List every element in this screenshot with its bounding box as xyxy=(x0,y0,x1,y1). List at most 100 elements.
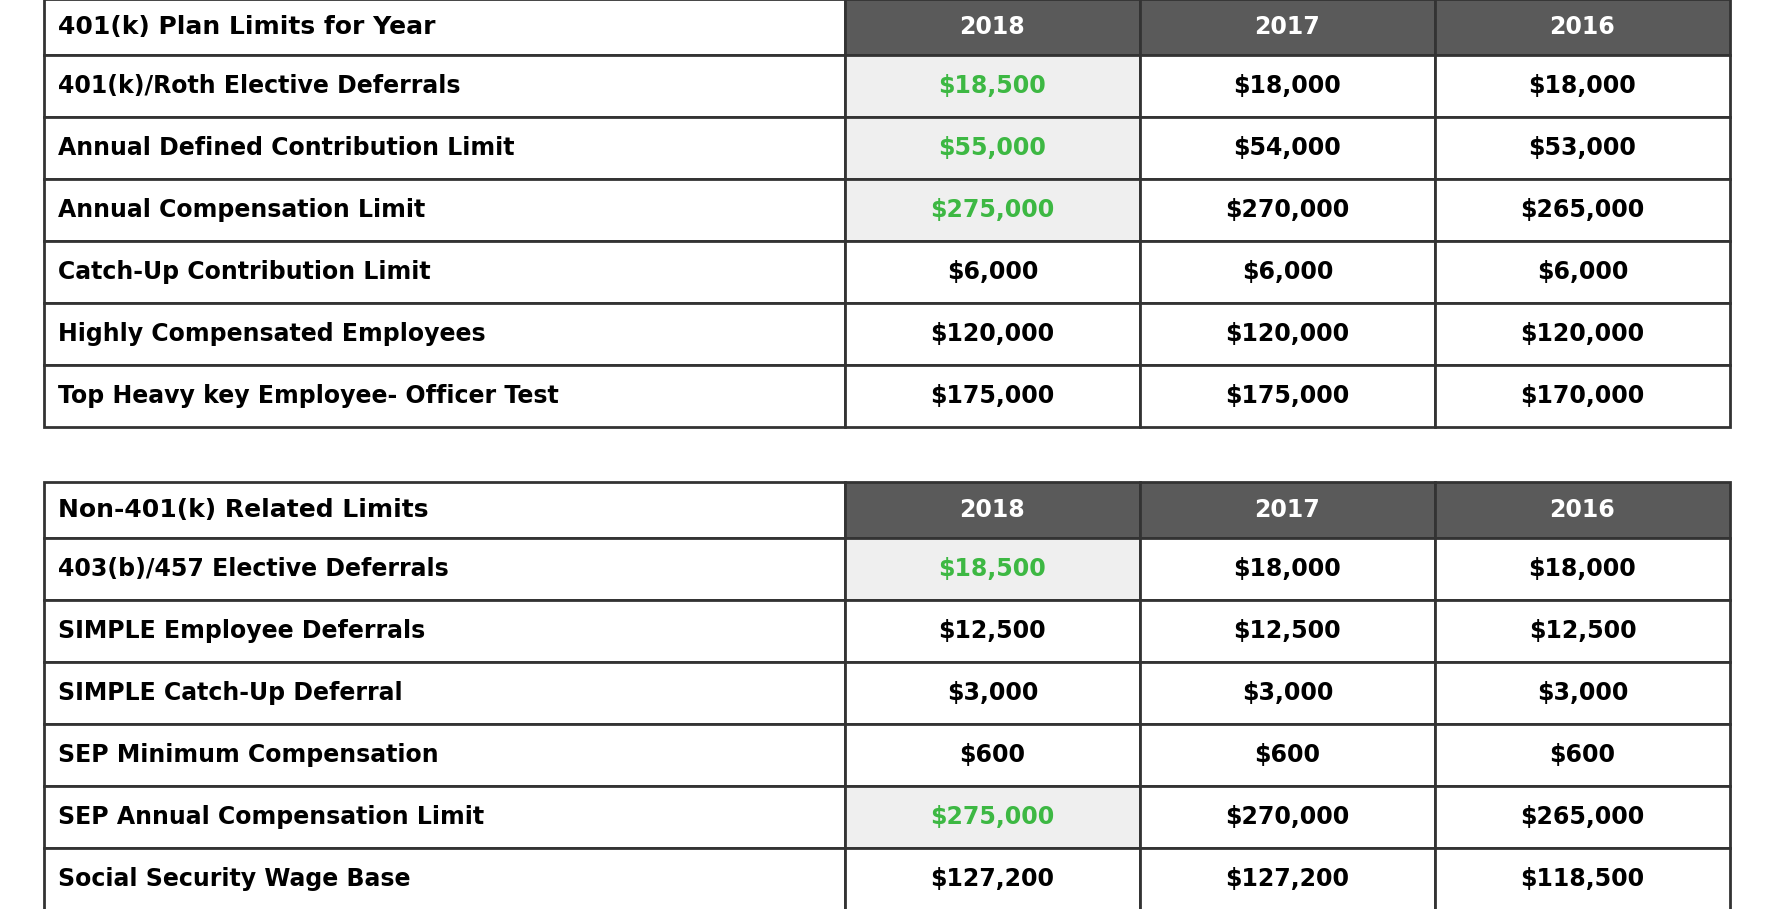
Text: $600: $600 xyxy=(1548,743,1615,767)
Bar xyxy=(844,117,1140,179)
Bar xyxy=(1140,786,1434,848)
Text: $18,000: $18,000 xyxy=(1528,74,1635,98)
Bar xyxy=(1140,482,1434,538)
Bar xyxy=(1434,848,1729,909)
Bar xyxy=(44,117,844,179)
Text: $127,200: $127,200 xyxy=(929,867,1053,891)
Text: $3,000: $3,000 xyxy=(1535,681,1628,705)
Bar xyxy=(844,179,1140,241)
Text: 2017: 2017 xyxy=(1254,498,1319,522)
Text: $12,500: $12,500 xyxy=(1232,619,1340,643)
Bar xyxy=(44,303,844,365)
Bar xyxy=(1140,117,1434,179)
Text: $18,000: $18,000 xyxy=(1528,557,1635,581)
Text: Catch-Up Contribution Limit: Catch-Up Contribution Limit xyxy=(59,260,431,284)
Text: $18,000: $18,000 xyxy=(1232,74,1340,98)
Bar xyxy=(44,848,844,909)
Bar xyxy=(1434,303,1729,365)
Bar xyxy=(44,662,844,724)
Text: 401(k) Plan Limits for Year: 401(k) Plan Limits for Year xyxy=(59,15,434,39)
Text: $175,000: $175,000 xyxy=(1225,384,1349,408)
Text: $54,000: $54,000 xyxy=(1232,136,1340,160)
Text: 403(b)/457 Elective Deferrals: 403(b)/457 Elective Deferrals xyxy=(59,557,449,581)
Bar xyxy=(844,724,1140,786)
Bar xyxy=(844,538,1140,600)
Text: $12,500: $12,500 xyxy=(938,619,1046,643)
Text: $600: $600 xyxy=(1254,743,1319,767)
Bar xyxy=(844,600,1140,662)
Text: SEP Annual Compensation Limit: SEP Annual Compensation Limit xyxy=(59,805,484,829)
Bar xyxy=(1140,365,1434,427)
Text: 2016: 2016 xyxy=(1550,498,1615,522)
Text: SIMPLE Employee Deferrals: SIMPLE Employee Deferrals xyxy=(59,619,426,643)
Text: $18,500: $18,500 xyxy=(938,74,1046,98)
Bar xyxy=(1434,0,1729,55)
Text: Annual Defined Contribution Limit: Annual Defined Contribution Limit xyxy=(59,136,514,160)
Text: Non-401(k) Related Limits: Non-401(k) Related Limits xyxy=(59,498,429,522)
Bar xyxy=(1434,538,1729,600)
Bar xyxy=(1140,0,1434,55)
Bar xyxy=(1140,538,1434,600)
Text: $53,000: $53,000 xyxy=(1528,136,1635,160)
Bar xyxy=(1434,117,1729,179)
Bar xyxy=(44,0,844,55)
Text: Social Security Wage Base: Social Security Wage Base xyxy=(59,867,410,891)
Text: $265,000: $265,000 xyxy=(1519,198,1644,222)
Text: $270,000: $270,000 xyxy=(1225,805,1349,829)
Text: $6,000: $6,000 xyxy=(947,260,1037,284)
Text: 401(k)/Roth Elective Deferrals: 401(k)/Roth Elective Deferrals xyxy=(59,74,461,98)
Text: $270,000: $270,000 xyxy=(1225,198,1349,222)
Bar xyxy=(844,662,1140,724)
Bar xyxy=(44,241,844,303)
Bar xyxy=(1434,600,1729,662)
Text: Highly Compensated Employees: Highly Compensated Employees xyxy=(59,322,486,346)
Bar xyxy=(1434,179,1729,241)
Text: $170,000: $170,000 xyxy=(1519,384,1644,408)
Text: 2016: 2016 xyxy=(1550,15,1615,39)
Bar xyxy=(44,724,844,786)
Text: $6,000: $6,000 xyxy=(1535,260,1628,284)
Text: $120,000: $120,000 xyxy=(1519,322,1644,346)
Text: $3,000: $3,000 xyxy=(1241,681,1332,705)
Text: Top Heavy key Employee- Officer Test: Top Heavy key Employee- Officer Test xyxy=(59,384,558,408)
Text: $120,000: $120,000 xyxy=(929,322,1053,346)
Bar xyxy=(44,365,844,427)
Bar xyxy=(1140,303,1434,365)
Text: $6,000: $6,000 xyxy=(1241,260,1332,284)
Bar xyxy=(1434,55,1729,117)
Bar xyxy=(844,786,1140,848)
Bar xyxy=(844,0,1140,55)
Bar xyxy=(1434,241,1729,303)
Text: Annual Compensation Limit: Annual Compensation Limit xyxy=(59,198,426,222)
Text: $18,500: $18,500 xyxy=(938,557,1046,581)
Bar xyxy=(44,600,844,662)
Bar xyxy=(1434,786,1729,848)
Bar xyxy=(1140,724,1434,786)
Text: $55,000: $55,000 xyxy=(938,136,1046,160)
Bar xyxy=(844,241,1140,303)
Text: $600: $600 xyxy=(959,743,1025,767)
Bar xyxy=(1434,365,1729,427)
Bar xyxy=(1140,241,1434,303)
Text: $275,000: $275,000 xyxy=(929,198,1053,222)
Text: $265,000: $265,000 xyxy=(1519,805,1644,829)
Text: $12,500: $12,500 xyxy=(1528,619,1635,643)
Bar xyxy=(44,179,844,241)
Text: 2018: 2018 xyxy=(959,498,1025,522)
Text: $120,000: $120,000 xyxy=(1225,322,1349,346)
Bar xyxy=(844,55,1140,117)
Text: $275,000: $275,000 xyxy=(929,805,1053,829)
Bar xyxy=(1434,724,1729,786)
Text: $175,000: $175,000 xyxy=(929,384,1053,408)
Bar xyxy=(1434,482,1729,538)
Text: SIMPLE Catch-Up Deferral: SIMPLE Catch-Up Deferral xyxy=(59,681,402,705)
Bar xyxy=(44,538,844,600)
Bar xyxy=(44,55,844,117)
Bar xyxy=(844,848,1140,909)
Bar xyxy=(44,482,844,538)
Text: $118,500: $118,500 xyxy=(1519,867,1644,891)
Text: SEP Minimum Compensation: SEP Minimum Compensation xyxy=(59,743,438,767)
Text: $18,000: $18,000 xyxy=(1232,557,1340,581)
Bar xyxy=(844,482,1140,538)
Bar xyxy=(844,365,1140,427)
